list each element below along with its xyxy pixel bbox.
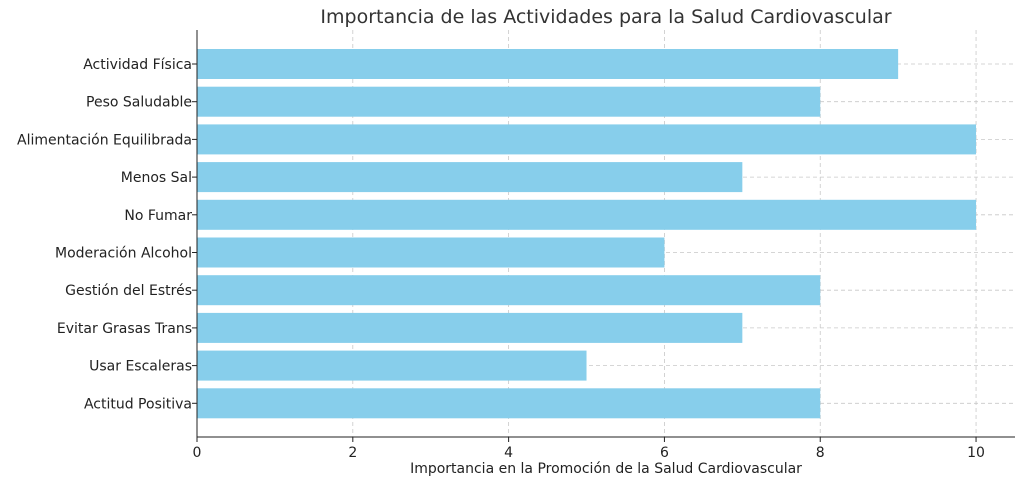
- x-tick-label: 2: [348, 445, 357, 461]
- chart-title: Importancia de las Actividades para la S…: [320, 6, 891, 28]
- x-tick-label: 4: [504, 445, 513, 461]
- bar: [197, 350, 587, 381]
- x-tick-label: 10: [967, 445, 985, 461]
- bar: [197, 162, 743, 193]
- category-label: Actividad Física: [83, 57, 192, 73]
- category-label: Gestión del Estrés: [65, 283, 192, 299]
- x-axis-label: Importancia en la Promoción de la Salud …: [410, 461, 802, 477]
- bar: [197, 86, 821, 117]
- x-tick-label: 0: [193, 445, 202, 461]
- bar: [197, 312, 743, 343]
- bar: [197, 49, 899, 79]
- category-label: No Fumar: [124, 208, 192, 224]
- category-labels: Actividad Física Peso Saludable Alimentaci…: [17, 57, 197, 412]
- category-label: Usar Escaleras: [89, 359, 192, 375]
- bar: [197, 199, 977, 230]
- bar: [197, 275, 821, 306]
- category-label: Evitar Grasas Trans: [57, 321, 192, 337]
- category-label: Peso Saludable: [86, 95, 192, 111]
- x-ticks: 0 2 4 6 8 10: [193, 437, 985, 461]
- category-label: Alimentación Equilibrada: [17, 132, 192, 148]
- x-tick-label: 6: [660, 445, 669, 461]
- category-label: Moderación Alcohol: [55, 246, 192, 262]
- category-label: Actitud Positiva: [84, 396, 192, 412]
- x-tick-label: 8: [816, 445, 825, 461]
- category-label: Menos Sal: [121, 170, 192, 186]
- bar: [197, 237, 665, 268]
- bar: [197, 388, 821, 419]
- bar: [197, 124, 977, 155]
- bars: [197, 49, 977, 419]
